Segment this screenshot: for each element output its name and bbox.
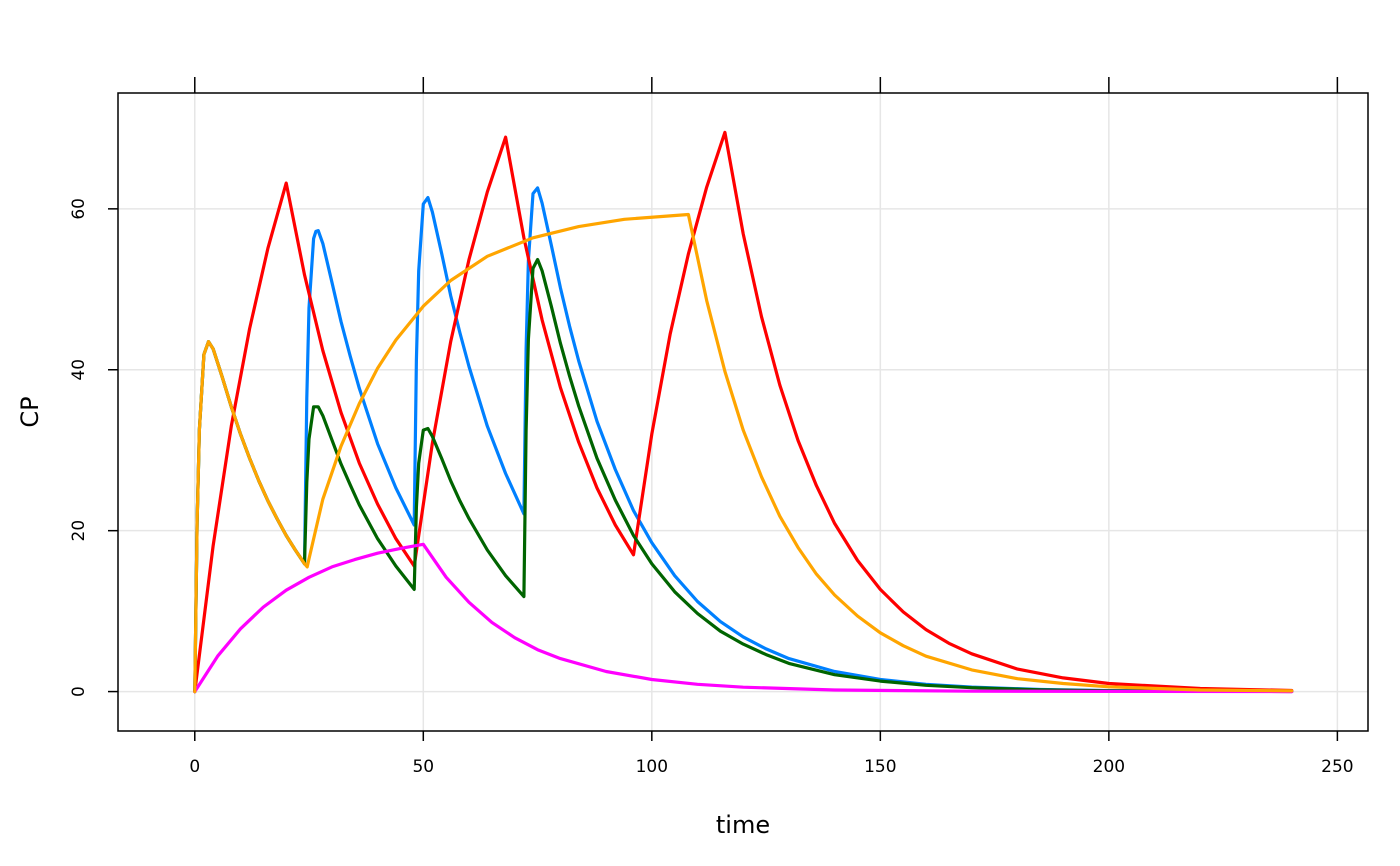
series-line-magenta	[193, 542, 1294, 694]
x-tick-label: 50	[412, 757, 434, 777]
grid	[118, 93, 1368, 731]
x-tick-label: 100	[636, 757, 668, 777]
x-tick-label: 150	[864, 757, 896, 777]
y-tick-label: 20	[69, 520, 89, 542]
x-axis-title: time	[716, 811, 770, 839]
y-tick-label: 0	[69, 686, 89, 697]
y-axis-title: CP	[16, 396, 44, 427]
axis-ticks: 0 50 100 150 200 250 0 20 40 60	[69, 77, 1354, 777]
series-line-green	[193, 257, 1294, 694]
series-line-red	[193, 130, 1294, 694]
x-tick-label: 250	[1321, 757, 1353, 777]
series-line-orange	[193, 212, 1294, 694]
y-tick-label: 40	[69, 359, 89, 381]
series-line-blue	[193, 186, 1294, 694]
y-tick-label: 60	[69, 198, 89, 220]
x-tick-label: 200	[1093, 757, 1125, 777]
plot-frame	[117, 92, 1369, 732]
series-lines	[193, 130, 1294, 694]
x-tick-label: 0	[189, 757, 200, 777]
